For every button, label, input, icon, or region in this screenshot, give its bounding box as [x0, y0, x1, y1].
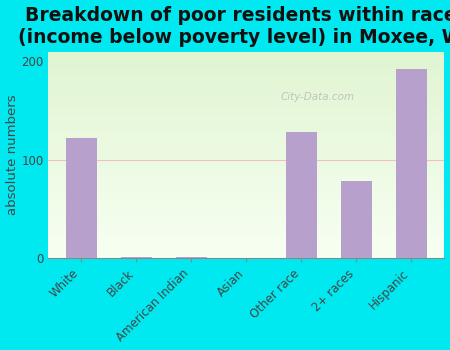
Bar	[66, 138, 97, 258]
Bar	[341, 181, 372, 258]
Bar	[122, 257, 152, 258]
Title: Breakdown of poor residents within races
(income below poverty level) in Moxee, : Breakdown of poor residents within races…	[18, 6, 450, 47]
Bar	[176, 257, 207, 258]
Bar	[396, 69, 427, 258]
Bar	[286, 132, 316, 258]
Y-axis label: absolute numbers: absolute numbers	[5, 94, 18, 215]
Text: City-Data.com: City-Data.com	[281, 92, 355, 102]
